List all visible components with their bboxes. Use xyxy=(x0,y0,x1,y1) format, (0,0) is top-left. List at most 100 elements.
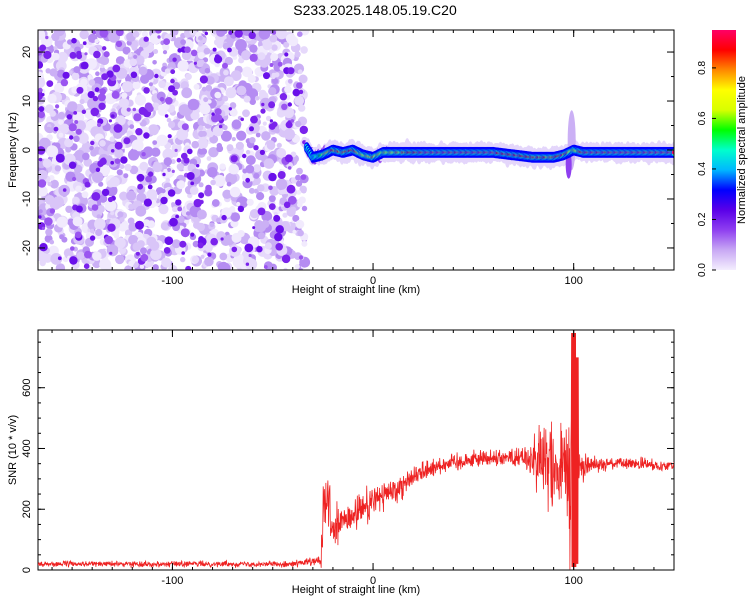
noise-speckle xyxy=(297,229,304,237)
noise-speckle xyxy=(277,171,286,179)
noise-speckle xyxy=(81,191,89,199)
noise-speckle xyxy=(197,138,209,150)
noise-speckle xyxy=(67,39,73,45)
noise-speckle xyxy=(236,85,247,96)
noise-speckle xyxy=(83,263,90,270)
noise-speckle xyxy=(175,199,182,206)
noise-speckle xyxy=(110,211,115,216)
noise-speckle xyxy=(198,35,203,41)
noise-speckle xyxy=(209,222,215,228)
noise-speckle xyxy=(147,184,153,190)
noise-speckle xyxy=(284,154,293,163)
noise-speckle xyxy=(204,256,214,267)
noise-speckle xyxy=(99,258,112,270)
noise-speckle xyxy=(111,90,120,99)
noise-speckle xyxy=(101,73,109,81)
noise-speckle xyxy=(219,37,225,43)
noise-speckle xyxy=(283,41,290,48)
noise-speckle xyxy=(124,163,132,171)
noise-speckle xyxy=(57,256,62,261)
noise-speckle xyxy=(55,153,65,163)
noise-speckle xyxy=(106,205,112,211)
noise-speckle xyxy=(143,87,150,94)
noise-speckle xyxy=(109,251,113,255)
noise-speckle xyxy=(190,232,195,237)
noise-speckle xyxy=(38,106,45,112)
noise-speckle xyxy=(245,164,255,174)
noise-speckle xyxy=(167,189,176,197)
noise-speckle xyxy=(262,40,273,51)
noise-speckle xyxy=(268,172,277,182)
noise-speckle xyxy=(106,244,119,257)
noise-speckle xyxy=(114,148,124,159)
noise-speckle xyxy=(229,108,238,117)
noise-speckle xyxy=(218,124,223,129)
noise-speckle xyxy=(249,44,258,53)
noise-speckle xyxy=(38,87,43,93)
noise-speckle xyxy=(298,74,308,84)
noise-speckle xyxy=(43,50,52,60)
noise-speckle xyxy=(90,149,98,157)
noise-speckle xyxy=(149,33,161,45)
noise-speckle xyxy=(214,54,220,59)
spectrogram-y-ticks: -20 -10 0 10 20 xyxy=(21,46,674,256)
noise-speckle xyxy=(102,46,107,51)
noise-speckle xyxy=(165,97,173,105)
noise-speckle xyxy=(76,86,84,94)
noise-speckle xyxy=(72,196,80,204)
noise-speckle xyxy=(143,198,152,207)
noise-speckle xyxy=(269,63,274,67)
noise-speckle xyxy=(131,45,138,51)
noise-speckle xyxy=(208,147,219,158)
noise-speckle xyxy=(257,52,266,60)
noise-speckle xyxy=(129,58,138,67)
noise-speckle xyxy=(162,172,166,177)
noise-speckle xyxy=(228,163,240,175)
noise-speckle xyxy=(245,262,250,266)
noise-speckle xyxy=(231,137,236,142)
noise-speckle xyxy=(177,60,189,72)
noise-speckle xyxy=(80,78,88,86)
noise-speckle xyxy=(225,172,238,185)
noise-speckle xyxy=(69,256,78,265)
snr-x-tick-label: -100 xyxy=(161,575,183,587)
noise-speckle xyxy=(204,67,211,74)
noise-speckle xyxy=(230,212,241,222)
noise-speckle xyxy=(253,164,261,173)
noise-speckle xyxy=(110,149,115,153)
noise-speckle xyxy=(300,46,308,54)
noise-speckle xyxy=(275,243,284,251)
noise-speckle xyxy=(45,228,53,236)
spectrogram-x-axis-label: Height of straight line (km) xyxy=(292,284,420,296)
noise-speckle xyxy=(248,31,256,40)
noise-speckle xyxy=(276,148,287,158)
noise-speckle xyxy=(159,96,165,102)
noise-speckle xyxy=(45,35,49,40)
noise-speckle xyxy=(139,264,145,269)
noise-speckle xyxy=(92,251,102,261)
noise-speckle xyxy=(287,195,297,205)
noise-speckle xyxy=(287,78,293,84)
noise-speckle xyxy=(269,34,278,43)
noise-speckle xyxy=(287,67,295,75)
noise-speckle xyxy=(258,232,266,240)
noise-speckle xyxy=(95,228,103,237)
noise-speckle xyxy=(193,198,202,208)
noise-speckle xyxy=(133,113,142,122)
noise-speckle xyxy=(171,150,179,158)
noise-speckle xyxy=(189,30,197,36)
noise-speckle xyxy=(268,185,273,191)
noise-speckle xyxy=(171,142,182,153)
noise-speckle xyxy=(120,223,125,228)
noise-speckle xyxy=(229,102,237,109)
noise-speckle xyxy=(38,61,44,69)
noise-speckle xyxy=(287,102,292,107)
noise-speckle xyxy=(59,234,65,240)
noise-speckle xyxy=(57,51,68,63)
noise-speckle xyxy=(62,71,70,79)
noise-speckle xyxy=(236,130,247,141)
noise-speckle xyxy=(74,120,79,124)
noise-speckle xyxy=(99,66,106,73)
noise-speckle xyxy=(166,167,172,172)
